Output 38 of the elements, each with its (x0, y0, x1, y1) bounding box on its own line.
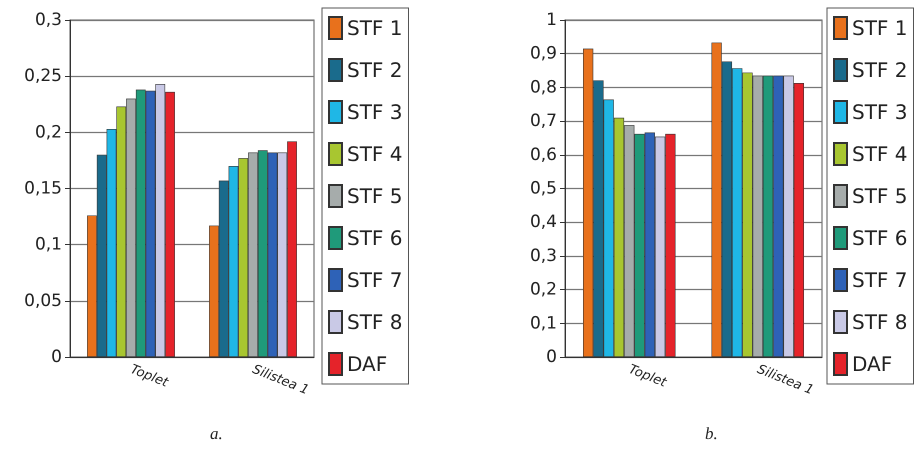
y-tick-label: 0,3 (34, 10, 62, 30)
legend-label: STF 1 (852, 16, 908, 40)
legend-label: STF 4 (347, 142, 402, 166)
legend-label: STF 1 (347, 16, 402, 40)
legend-label: STF 4 (852, 142, 908, 166)
y-tick-label: 0,4 (530, 212, 557, 232)
y-tick-label: 0,3 (530, 246, 557, 266)
legend-label: STF 8 (852, 310, 908, 334)
y-tick-label: 0,7 (530, 111, 557, 132)
legend-label: STF 7 (852, 268, 908, 292)
legend-label: STF 6 (347, 226, 402, 250)
legend-label: STF 3 (852, 100, 908, 124)
legend-label: STF 3 (347, 100, 402, 124)
y-tick-label: 0,05 (24, 290, 62, 311)
y-tick-label: 0,5 (530, 178, 557, 198)
y-tick-label: 0,2 (34, 122, 62, 142)
text: a. (210, 424, 223, 443)
legend-label: STF 7 (347, 268, 402, 292)
y-tick-label: 0,15 (24, 178, 62, 198)
y-tick-label: 0,8 (530, 77, 557, 98)
y-tick-label: 0 (546, 347, 557, 367)
legend-label: STF 6 (852, 226, 908, 250)
y-tick-label: 1 (546, 10, 557, 30)
legend-label: STF 8 (347, 310, 402, 334)
y-tick-label: 0,2 (530, 280, 557, 300)
text: b. (705, 424, 718, 443)
y-tick-label: 0,1 (530, 313, 557, 334)
legend-label: STF 2 (347, 58, 402, 82)
legend-label: DAF (347, 352, 388, 376)
legend-label: STF 5 (852, 184, 908, 208)
y-tick-label: 0 (51, 347, 62, 367)
y-tick-label: 0,9 (530, 44, 557, 64)
y-tick-label: 0,1 (34, 234, 62, 255)
legend-label: STF 5 (347, 184, 402, 208)
y-tick-label: 0,6 (530, 144, 557, 165)
y-tick-label: 0,25 (24, 66, 62, 86)
legend-label: DAF (852, 352, 892, 376)
legend-label: STF 2 (852, 58, 908, 82)
